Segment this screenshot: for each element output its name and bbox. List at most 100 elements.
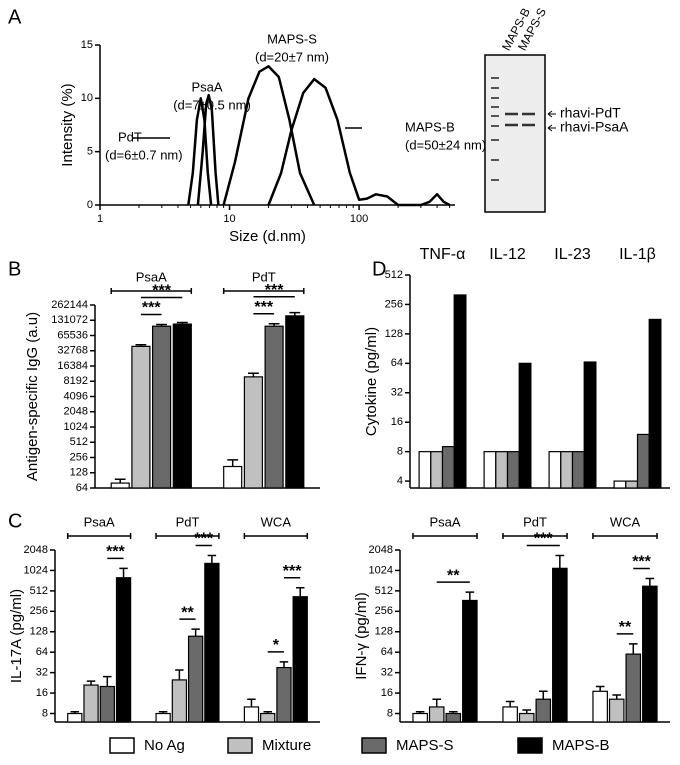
- bar: [428, 706, 445, 723]
- significance-label: ***: [142, 300, 161, 317]
- error-bar: [156, 323, 167, 327]
- category-bracket: [66, 533, 132, 539]
- y-tick-label: 8: [42, 707, 48, 719]
- category-label: PsaA: [84, 514, 115, 529]
- y-tick-label: 16384: [57, 360, 88, 372]
- panel-label: C: [8, 510, 22, 532]
- bar: [285, 315, 305, 489]
- bar: [613, 480, 627, 489]
- gel-frame: [484, 54, 546, 213]
- error-bar: [279, 661, 289, 668]
- y-tick-label: 131072: [51, 314, 88, 326]
- category-label: PdT: [523, 514, 547, 529]
- y-axis-label: IL-17A (pg/ml): [8, 589, 25, 683]
- legend-label: MAPS-B: [552, 737, 610, 754]
- y-tick-label: 10: [81, 92, 93, 104]
- error-bar: [465, 591, 475, 601]
- legend-label: Mixture: [262, 737, 311, 754]
- y-tick-label: 512: [30, 585, 48, 597]
- y-tick-label: 128: [70, 467, 88, 479]
- error-bar: [263, 710, 272, 714]
- bar: [441, 446, 455, 489]
- curve: [222, 65, 316, 206]
- significance-label: ***: [283, 563, 302, 580]
- error-bar: [248, 372, 259, 377]
- significance-label: ***: [254, 299, 273, 316]
- y-tick-label: 64: [76, 482, 88, 494]
- y-tick-label: 64: [36, 646, 48, 658]
- y-tick-label: 8: [397, 446, 403, 458]
- error-bar: [415, 710, 425, 714]
- legend-swatch: [517, 737, 543, 754]
- bar: [453, 294, 467, 489]
- category-bracket: [110, 288, 193, 294]
- category-label: TNF-α: [420, 246, 466, 263]
- y-tick-label: 32: [391, 387, 403, 399]
- category-label: IL-23: [554, 246, 591, 263]
- category-bracket: [222, 288, 305, 294]
- x-tick-label: 10: [223, 213, 235, 225]
- y-tick-label: 16: [36, 687, 48, 699]
- curve: [196, 93, 220, 206]
- significance-label: **: [619, 619, 632, 636]
- legend-swatch: [227, 737, 253, 754]
- bar: [495, 451, 509, 489]
- category-label: PsaA: [429, 514, 460, 529]
- y-tick-label: 32: [381, 667, 393, 679]
- curve-size-label: (d=20±7 nm): [255, 49, 329, 64]
- error-bar: [555, 554, 565, 569]
- bar: [152, 325, 172, 489]
- error-bar: [289, 311, 301, 316]
- bar: [187, 635, 204, 723]
- error-bar: [114, 478, 126, 484]
- bar: [608, 698, 625, 723]
- error-bar: [505, 700, 515, 707]
- bar: [625, 480, 639, 489]
- y-tick-label: 16: [391, 416, 403, 428]
- bar: [518, 712, 535, 723]
- error-bar: [595, 685, 605, 692]
- y-tick-label: 1024: [24, 564, 48, 576]
- bar: [502, 706, 518, 723]
- significance-label: **: [447, 567, 460, 584]
- bar: [276, 666, 292, 723]
- error-bar: [247, 698, 256, 707]
- category-bracket: [243, 533, 309, 539]
- category-label: IL-12: [489, 246, 526, 263]
- error-bar: [158, 710, 168, 714]
- y-tick-label: 64: [391, 357, 403, 369]
- bar: [418, 451, 432, 489]
- curve: [187, 97, 213, 206]
- y-tick-label: 32: [36, 667, 48, 679]
- error-bar: [103, 675, 112, 687]
- bar: [83, 684, 99, 723]
- y-tick-label: 128: [375, 626, 393, 638]
- significance-label: ***: [194, 531, 213, 548]
- y-tick-label: 32768: [57, 345, 88, 357]
- significance-label: *: [273, 637, 280, 654]
- bar: [462, 599, 478, 723]
- y-tick-label: 256: [385, 298, 403, 310]
- y-tick-label: 128: [30, 626, 48, 638]
- gel-ladder: [491, 77, 499, 181]
- y-tick-label: 15: [81, 39, 93, 51]
- curve: [267, 77, 451, 207]
- y-tick-label: 4096: [64, 390, 88, 402]
- curve-size-label: (d=6±0.7 nm): [105, 147, 183, 162]
- y-tick-label: 64: [381, 646, 393, 658]
- error-bar: [645, 577, 655, 587]
- curve-label: PsaA: [191, 79, 222, 94]
- y-tick-label: 16: [381, 687, 393, 699]
- category-bracket: [502, 533, 568, 539]
- bar: [243, 376, 263, 489]
- legend-label: No Ag: [144, 737, 185, 754]
- bar: [636, 433, 650, 489]
- y-tick-label: 4: [397, 475, 403, 487]
- y-tick-label: 0: [87, 199, 93, 211]
- error-bar: [538, 690, 548, 700]
- category-label: PdT: [252, 269, 276, 284]
- y-tick-label: 512: [385, 269, 403, 281]
- curve-label: MAPS-S: [267, 31, 317, 46]
- y-tick-label: 512: [70, 436, 88, 448]
- y-tick-label: 256: [30, 605, 48, 617]
